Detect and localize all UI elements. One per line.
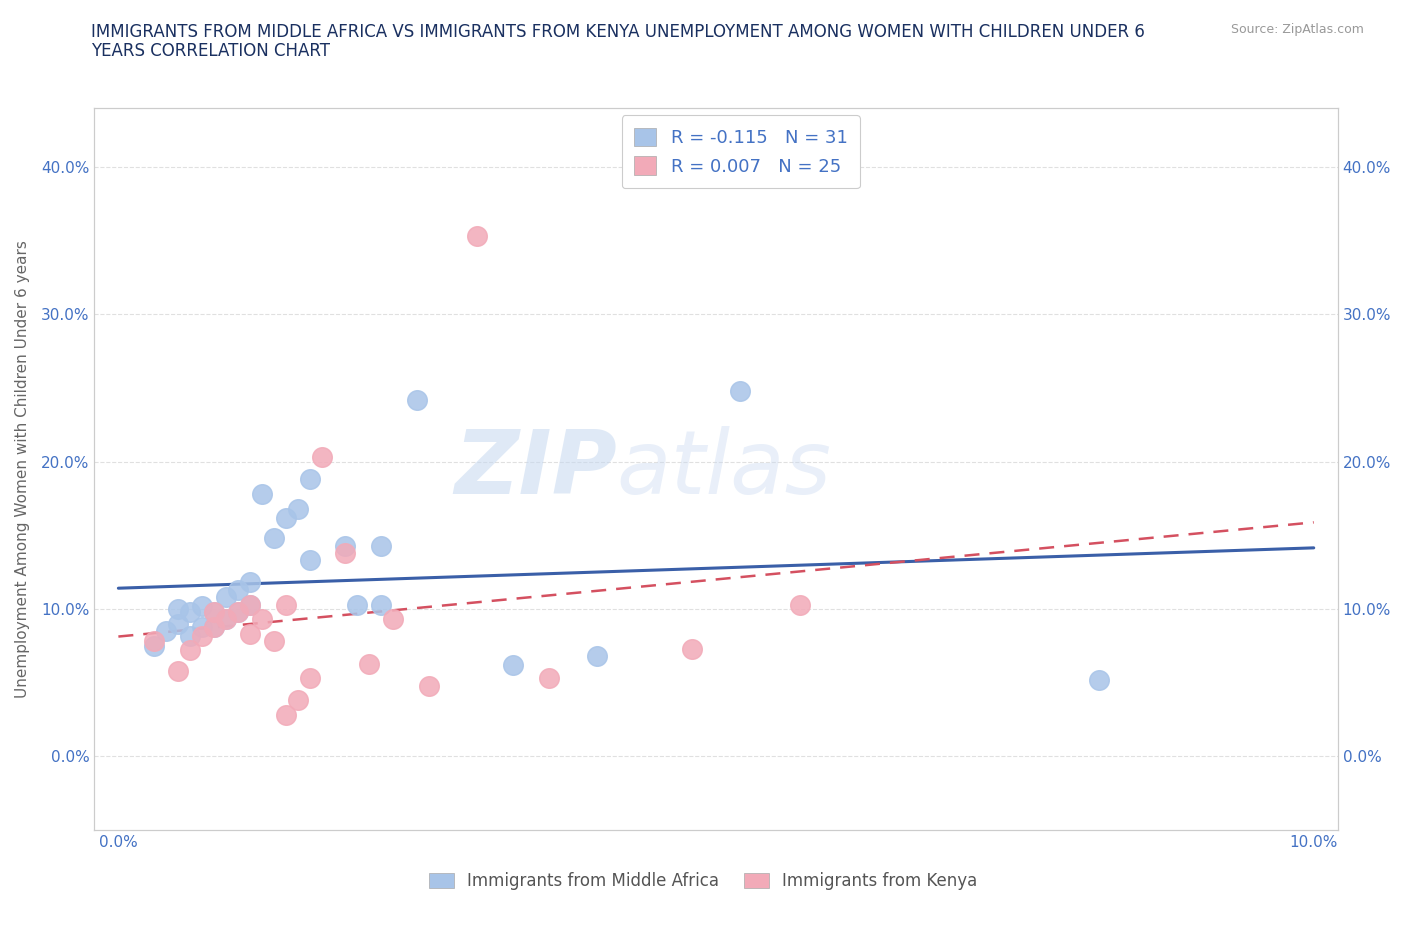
- Point: [274, 597, 297, 612]
- Point: [179, 643, 201, 658]
- Point: [191, 619, 214, 634]
- Legend: R = -0.115   N = 31, R = 0.007   N = 25: R = -0.115 N = 31, R = 0.007 N = 25: [621, 115, 860, 188]
- Point: [167, 663, 190, 678]
- Point: [382, 612, 405, 627]
- Point: [167, 602, 190, 617]
- Point: [239, 627, 262, 642]
- Point: [406, 392, 429, 407]
- Point: [465, 229, 488, 244]
- Point: [239, 575, 262, 590]
- Point: [226, 604, 249, 619]
- Point: [215, 612, 238, 627]
- Point: [728, 383, 751, 398]
- Point: [537, 671, 560, 685]
- Point: [370, 538, 392, 553]
- Point: [202, 604, 225, 619]
- Point: [311, 450, 333, 465]
- Point: [298, 553, 321, 568]
- Point: [179, 604, 201, 619]
- Point: [1087, 672, 1109, 687]
- Point: [263, 634, 285, 649]
- Point: [287, 501, 309, 516]
- Point: [202, 619, 225, 634]
- Point: [274, 511, 297, 525]
- Point: [681, 642, 703, 657]
- Point: [226, 582, 249, 597]
- Point: [789, 597, 811, 612]
- Point: [143, 634, 166, 649]
- Point: [335, 538, 357, 553]
- Point: [226, 604, 249, 619]
- Text: Source: ZipAtlas.com: Source: ZipAtlas.com: [1230, 23, 1364, 36]
- Text: ZIP: ZIP: [454, 426, 617, 512]
- Point: [239, 597, 262, 612]
- Text: YEARS CORRELATION CHART: YEARS CORRELATION CHART: [91, 42, 330, 60]
- Point: [298, 472, 321, 486]
- Point: [287, 693, 309, 708]
- Point: [202, 604, 225, 619]
- Point: [250, 486, 273, 501]
- Text: atlas: atlas: [617, 426, 831, 512]
- Point: [143, 638, 166, 653]
- Point: [502, 658, 524, 672]
- Point: [370, 597, 392, 612]
- Point: [250, 612, 273, 627]
- Point: [263, 531, 285, 546]
- Point: [239, 597, 262, 612]
- Point: [298, 671, 321, 685]
- Point: [215, 612, 238, 627]
- Y-axis label: Unemployment Among Women with Children Under 6 years: Unemployment Among Women with Children U…: [15, 240, 30, 698]
- Point: [155, 624, 177, 639]
- Point: [167, 617, 190, 631]
- Point: [191, 628, 214, 643]
- Point: [359, 656, 381, 671]
- Point: [215, 590, 238, 604]
- Point: [191, 599, 214, 614]
- Point: [346, 597, 368, 612]
- Legend: Immigrants from Middle Africa, Immigrants from Kenya: Immigrants from Middle Africa, Immigrant…: [420, 864, 986, 898]
- Point: [335, 546, 357, 561]
- Point: [202, 619, 225, 634]
- Point: [418, 678, 440, 693]
- Point: [179, 628, 201, 643]
- Point: [274, 708, 297, 723]
- Point: [585, 649, 607, 664]
- Text: IMMIGRANTS FROM MIDDLE AFRICA VS IMMIGRANTS FROM KENYA UNEMPLOYMENT AMONG WOMEN : IMMIGRANTS FROM MIDDLE AFRICA VS IMMIGRA…: [91, 23, 1146, 41]
